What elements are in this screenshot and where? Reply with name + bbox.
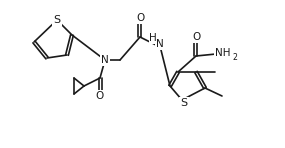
Text: S: S: [54, 15, 61, 25]
Text: N: N: [156, 39, 164, 49]
Text: H: H: [149, 33, 157, 43]
Text: O: O: [137, 13, 145, 23]
Text: N: N: [101, 55, 109, 65]
Text: S: S: [180, 98, 188, 108]
Text: NH: NH: [215, 48, 231, 58]
Text: O: O: [193, 32, 201, 42]
Text: O: O: [96, 91, 104, 101]
Text: 2: 2: [232, 53, 237, 62]
